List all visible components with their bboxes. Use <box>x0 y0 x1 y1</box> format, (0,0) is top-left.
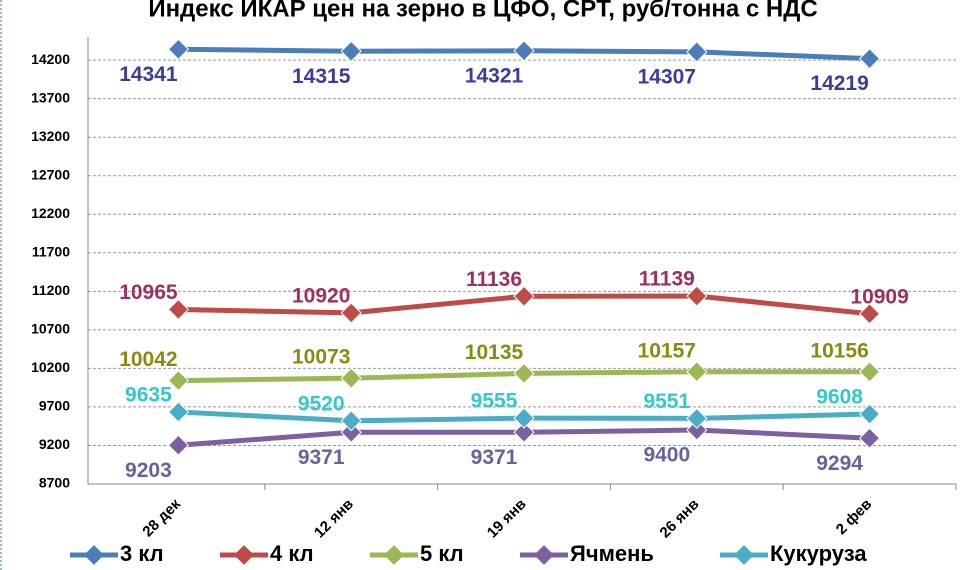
legend-marker <box>84 545 104 565</box>
y-tick-label: 8700 <box>39 475 70 491</box>
legend-marker <box>384 545 404 565</box>
data-label: 14341 <box>119 63 178 86</box>
marker <box>167 298 190 321</box>
x-tick-label: 12 янв <box>311 496 357 542</box>
marker <box>858 427 881 449</box>
y-tick-label: 9200 <box>39 436 70 452</box>
data-label: 9371 <box>471 446 518 469</box>
data-label: 10965 <box>119 281 178 304</box>
data-label: 10042 <box>119 348 177 371</box>
marker <box>858 303 881 325</box>
data-label: 9551 <box>643 390 690 413</box>
data-label: 9555 <box>471 390 518 413</box>
marker <box>858 361 881 383</box>
marker <box>340 40 362 62</box>
marker <box>858 403 881 425</box>
x-tick-label: 19 янв <box>484 496 530 542</box>
y-tick-label: 13700 <box>31 89 70 105</box>
legend-label: Ячмень <box>570 541 654 566</box>
data-label: 10135 <box>465 341 524 364</box>
marker <box>513 362 535 385</box>
y-tick-label: 11700 <box>32 243 70 259</box>
data-label: 10157 <box>638 339 696 362</box>
legend-label: Кукуруза <box>770 541 867 566</box>
marker <box>167 38 190 60</box>
marker <box>167 369 190 392</box>
marker <box>686 285 708 307</box>
data-label: 11136 <box>466 268 522 291</box>
marker <box>686 361 708 383</box>
data-label: 9203 <box>125 459 172 482</box>
data-label: 10920 <box>292 284 350 307</box>
legend-label: 4 кл <box>270 541 314 566</box>
data-label: 9371 <box>298 446 345 469</box>
legend-marker <box>734 545 754 565</box>
y-tick-label: 12200 <box>31 205 70 221</box>
legend-marker <box>534 545 554 565</box>
marker <box>858 48 881 70</box>
data-label: 10073 <box>292 346 350 369</box>
data-label: 11139 <box>639 268 695 291</box>
y-tick-label: 9700 <box>39 398 70 414</box>
legend-label: 3 кл <box>120 541 164 566</box>
x-tick-label: 28 дек <box>139 495 184 540</box>
marker <box>340 421 362 443</box>
marker <box>686 407 708 430</box>
marker <box>340 367 362 389</box>
data-label: 10909 <box>850 285 908 308</box>
marker <box>340 410 362 432</box>
marker <box>513 421 535 443</box>
marker <box>513 40 535 62</box>
chart-title: Индекс ИКАР цен на зерно в ЦФО, CPT, руб… <box>148 0 817 22</box>
x-tick-label: 26 янв <box>657 496 703 542</box>
marker <box>686 419 708 441</box>
y-tick-label: 11200 <box>32 282 70 298</box>
data-label: 9294 <box>816 452 863 475</box>
legend-marker <box>234 545 254 565</box>
data-label: 14307 <box>638 65 696 88</box>
marker <box>167 401 190 423</box>
legend-label: 5 кл <box>420 541 464 566</box>
data-label: 9635 <box>125 383 172 406</box>
x-tick-label: 2 фев <box>833 496 875 538</box>
marker <box>167 434 190 456</box>
y-tick-label: 12700 <box>31 166 70 182</box>
data-label: 9520 <box>298 392 345 415</box>
y-tick-label: 13200 <box>31 128 70 144</box>
data-label: 14315 <box>292 65 351 88</box>
marker <box>513 407 535 429</box>
marker <box>686 41 708 63</box>
data-label: 14321 <box>465 64 524 87</box>
marker <box>513 285 535 307</box>
data-label: 9400 <box>643 444 690 467</box>
data-label: 10156 <box>810 339 868 362</box>
data-label: 14219 <box>810 72 868 95</box>
y-tick-label: 10200 <box>31 359 70 375</box>
y-tick-label: 14200 <box>31 51 70 67</box>
marker <box>340 302 362 324</box>
y-tick-label: 10700 <box>31 321 70 337</box>
data-label: 9608 <box>816 386 863 409</box>
